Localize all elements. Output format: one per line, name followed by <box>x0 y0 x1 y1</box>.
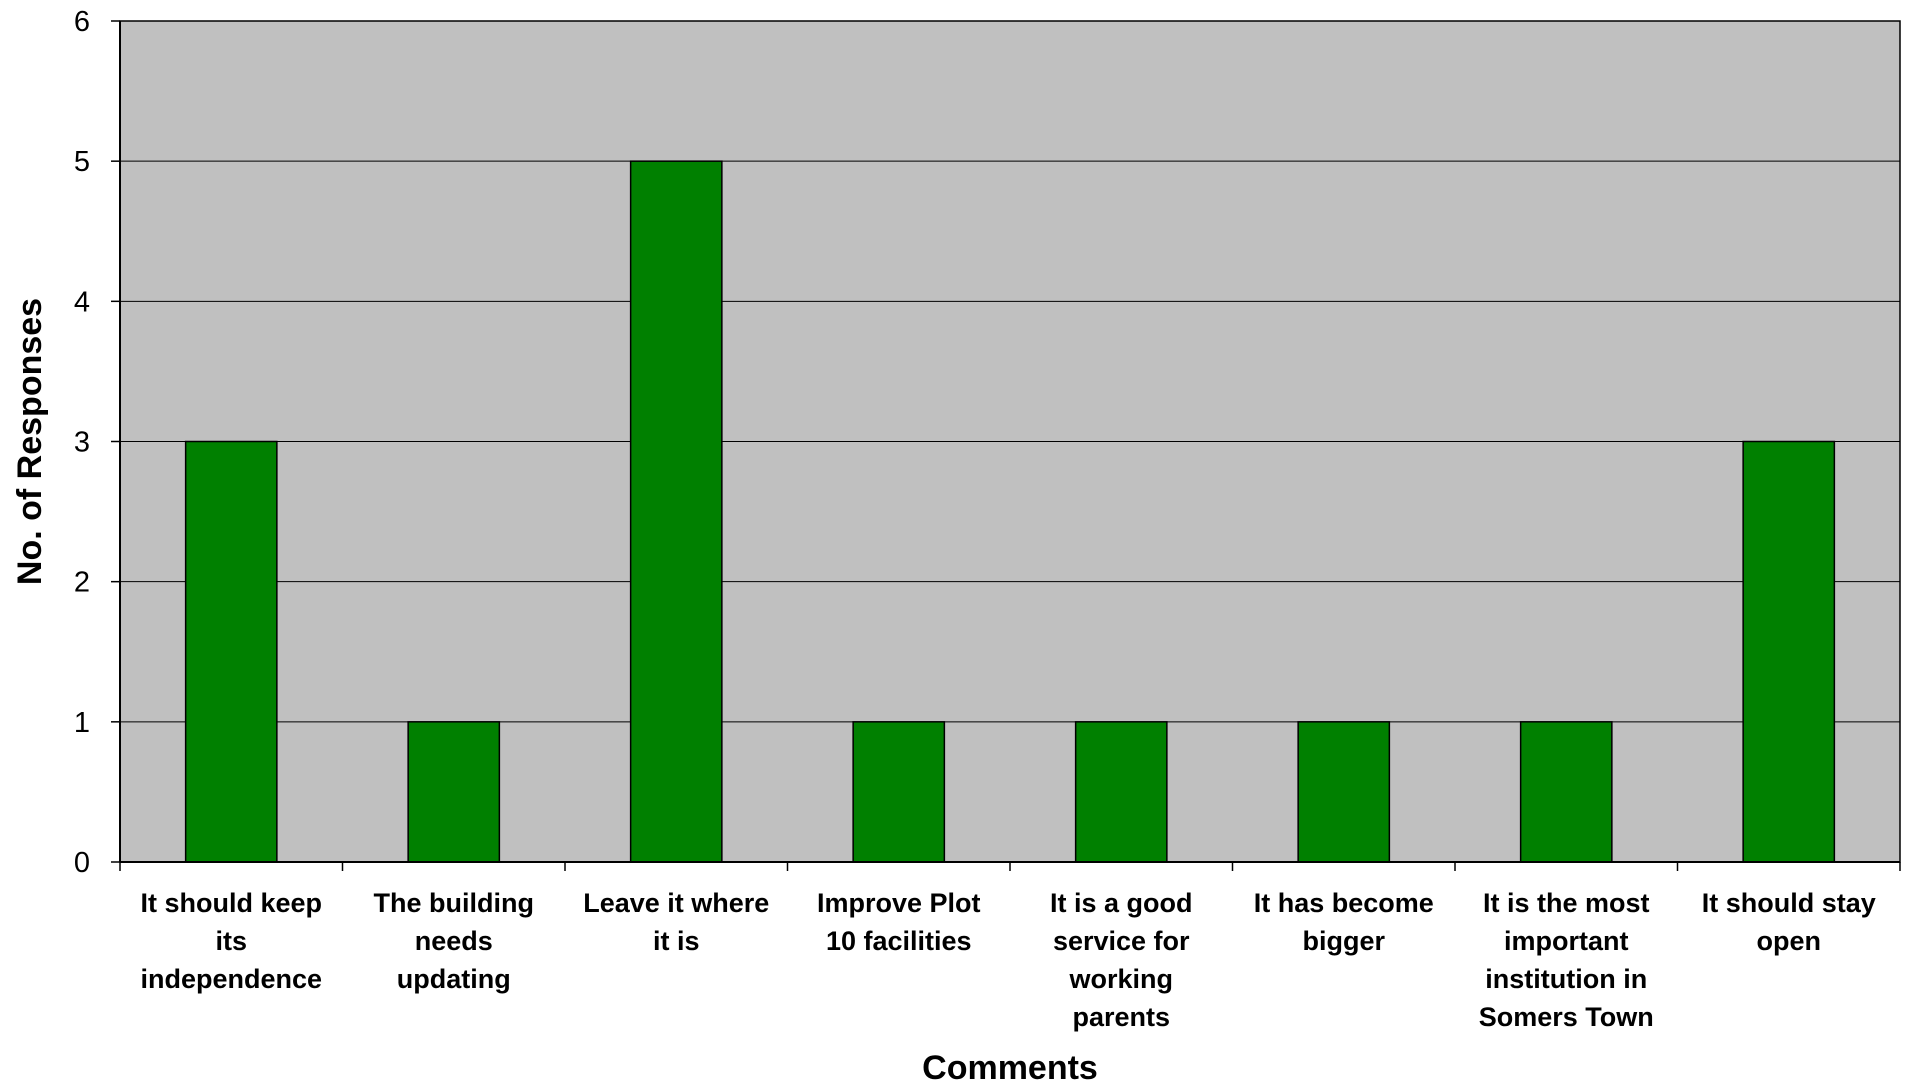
x-category-label-line: It should keep <box>140 888 322 918</box>
x-category-label-line: updating <box>397 964 511 994</box>
x-category-label-line: bigger <box>1302 926 1385 956</box>
x-category-label: It is a good service for working parents <box>1050 888 1193 1032</box>
y-tick-label: 1 <box>74 707 90 739</box>
x-category-label-line: It is a good <box>1050 888 1193 918</box>
x-category-label-line: service for <box>1053 926 1190 956</box>
x-category-label-line: It should stay <box>1702 888 1876 918</box>
y-tick-label: 2 <box>74 567 90 599</box>
bars <box>184 160 1836 863</box>
bar <box>1742 440 1836 863</box>
x-category-label-line: needs <box>415 926 493 956</box>
x-category-label: It should stay open <box>1702 888 1876 956</box>
y-tick-label: 4 <box>74 286 90 318</box>
x-axis-title: Comments <box>922 1049 1098 1087</box>
y-tick-label: 6 <box>74 6 90 38</box>
x-category-label-line: open <box>1757 926 1822 956</box>
x-category-label: The building needs updating <box>374 888 534 994</box>
x-category-label-line: 10 facilities <box>826 926 972 956</box>
x-category-label-line: it is <box>653 926 700 956</box>
x-category-label-line: It is the most <box>1483 888 1650 918</box>
x-category-label-line: Leave it where <box>583 888 769 918</box>
x-category-label: It should keep its independence <box>140 888 322 994</box>
y-axis-title: No. of Responses <box>11 298 49 585</box>
y-axis-ticks: 0 1 2 3 4 5 6 <box>74 6 120 879</box>
bar <box>629 160 723 863</box>
x-category-label: Improve Plot 10 facilities <box>817 888 981 956</box>
x-category-label-line: The building <box>374 888 534 918</box>
x-axis-ticks: It should keep its independence The buildin… <box>119 862 1901 1032</box>
x-category-label-line: Improve Plot <box>817 888 981 918</box>
x-category-label-line: important <box>1504 926 1629 956</box>
x-category-label-line: working <box>1068 964 1173 994</box>
y-tick-label: 5 <box>74 146 90 178</box>
y-tick-label: 0 <box>74 847 90 879</box>
x-category-label-line: its <box>215 926 247 956</box>
bar <box>1297 721 1391 863</box>
bar <box>407 721 501 863</box>
x-category-label-line: independence <box>140 964 322 994</box>
x-category-label-line: parents <box>1072 1002 1170 1032</box>
bar <box>1074 721 1168 863</box>
x-category-label-line: Somers Town <box>1479 1002 1654 1032</box>
x-category-label-line: It has become <box>1254 888 1434 918</box>
bar <box>184 440 278 863</box>
x-category-label: It has become bigger <box>1254 888 1434 956</box>
bar <box>1519 721 1613 863</box>
x-category-label: It is the most important institution in Som… <box>1479 888 1654 1032</box>
x-category-label-line: institution in <box>1485 964 1647 994</box>
bar <box>852 721 946 863</box>
x-category-label: Leave it where it is <box>583 888 769 956</box>
y-tick-label: 3 <box>74 427 90 459</box>
